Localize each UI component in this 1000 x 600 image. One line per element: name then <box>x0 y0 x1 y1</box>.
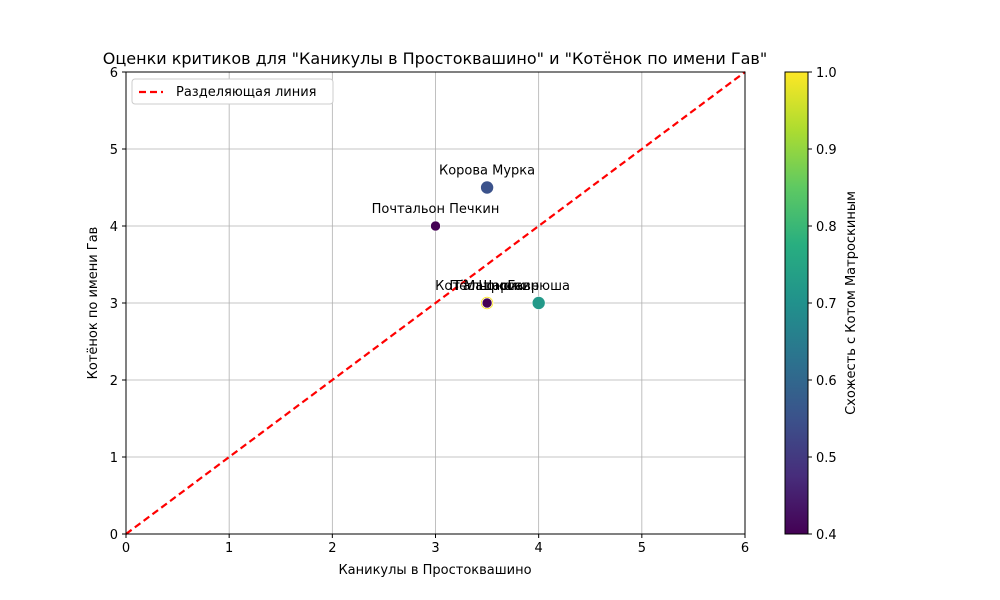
colorbar-tick-label: 0.9 <box>816 143 837 158</box>
point-label: Корова Мурка <box>439 164 535 179</box>
colorbar-gradient <box>784 71 809 535</box>
colorbar-tick-label: 0.6 <box>816 374 837 389</box>
x-tick-label: 4 <box>535 541 543 556</box>
data-point <box>481 297 493 309</box>
colorbar-tick-label: 0.8 <box>816 220 837 235</box>
colorbar: 0.4 0.5 0.6 0.7 0.8 0.9 1.0 Схожесть с Котом М… <box>784 66 859 543</box>
x-tick-label: 2 <box>328 541 336 556</box>
colorbar-ticks: 0.4 0.5 0.6 0.7 0.8 0.9 1.0 <box>808 66 837 543</box>
chart-title: Оценки критиков для "Каникулы в Простокв… <box>103 49 767 68</box>
y-tick-label: 0 <box>110 528 118 543</box>
y-tick-label: 1 <box>110 451 118 466</box>
divider-line <box>125 71 746 535</box>
legend: Разделяющая линия <box>131 78 334 105</box>
colorbar-tick-label: 1.0 <box>816 66 837 81</box>
axis-ticks: 0 1 2 3 4 5 6 0 1 2 3 4 5 6 <box>110 66 749 556</box>
x-tick-label: 6 <box>741 541 749 556</box>
y-axis-label: Котёнок по имени Гав <box>86 227 101 380</box>
y-tick-label: 3 <box>110 297 118 312</box>
data-point <box>480 180 494 195</box>
data-point <box>430 220 441 232</box>
y-tick-label: 4 <box>110 220 118 235</box>
plot-frame <box>125 71 746 535</box>
colorbar-tick-label: 0.5 <box>816 451 837 466</box>
legend-box <box>131 78 334 105</box>
point-label: Гаврюша <box>507 279 570 294</box>
y-tick-label: 2 <box>110 374 118 389</box>
point-label: Почтальон Печкин <box>372 202 500 217</box>
point-label: Кот Матроскин <box>435 279 539 294</box>
x-tick-label: 3 <box>431 541 439 556</box>
data-points <box>430 180 546 310</box>
y-tick-label: 6 <box>110 66 118 81</box>
legend-label: Разделяющая линия <box>176 85 316 100</box>
colorbar-tick-label: 0.7 <box>816 297 837 312</box>
data-point <box>531 296 546 310</box>
x-axis-label: Каникулы в Простоквашино <box>338 563 531 578</box>
x-tick-label: 5 <box>638 541 646 556</box>
colorbar-tick-label: 0.4 <box>816 528 837 543</box>
y-tick-label: 5 <box>110 143 118 158</box>
x-tick-label: 1 <box>225 541 233 556</box>
point-label: Пёс Шарик <box>449 279 525 294</box>
point-label: Галчонок <box>455 279 519 294</box>
colorbar-label: Схожесть с Котом Матроскиным <box>844 191 859 415</box>
x-tick-label: 0 <box>122 541 130 556</box>
